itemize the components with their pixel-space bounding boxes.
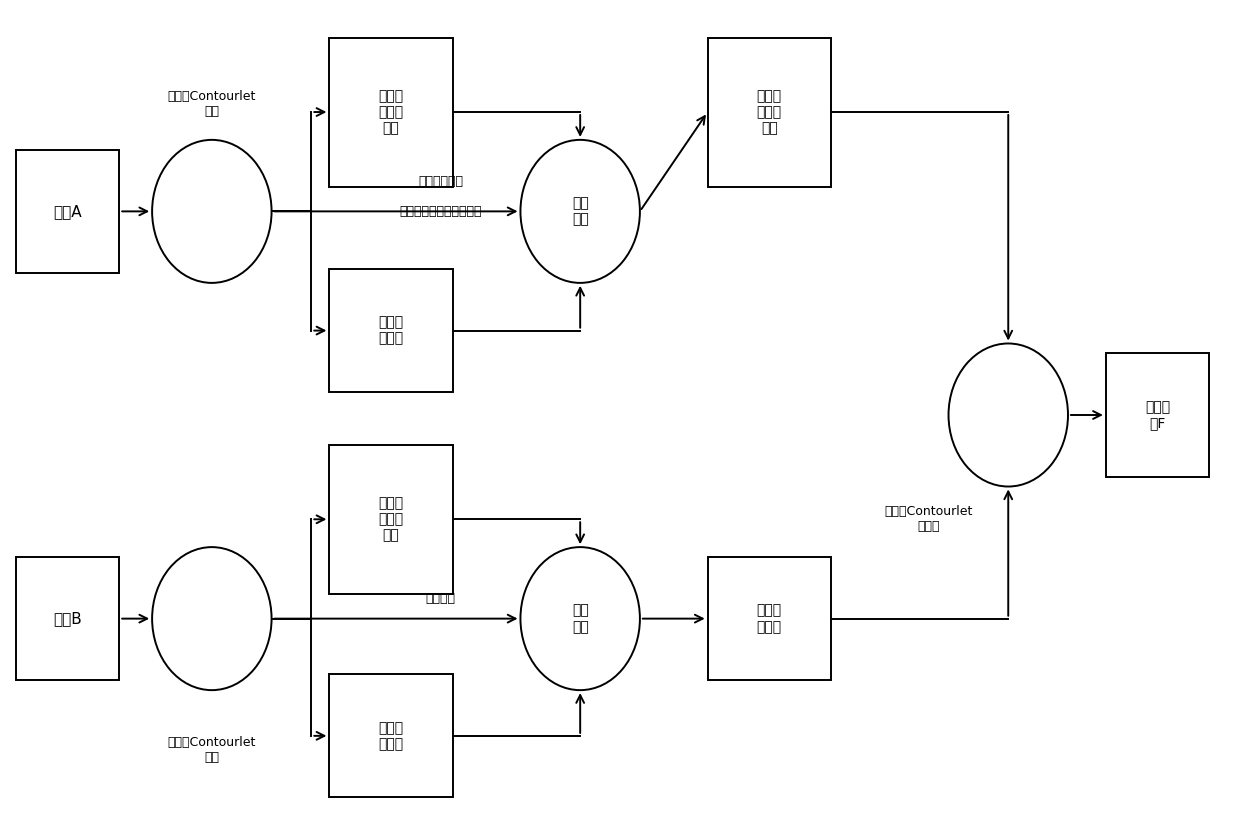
- Text: 成像机理: 成像机理: [425, 593, 456, 605]
- Text: 非采样Contourlet
逆变换: 非采样Contourlet 逆变换: [884, 505, 973, 534]
- FancyBboxPatch shape: [1106, 354, 1209, 476]
- Text: 低频子
带系数: 低频子 带系数: [756, 603, 782, 634]
- Text: 带通方
向子带
系数: 带通方 向子带 系数: [756, 89, 782, 135]
- FancyBboxPatch shape: [330, 674, 453, 798]
- FancyBboxPatch shape: [708, 37, 831, 187]
- Text: 非采样Contourlet
变换: 非采样Contourlet 变换: [167, 735, 255, 764]
- FancyBboxPatch shape: [330, 37, 453, 187]
- Text: 图像B: 图像B: [53, 611, 82, 626]
- Text: 融合
规则: 融合 规则: [572, 603, 589, 634]
- Text: 融合图
像F: 融合图 像F: [1145, 400, 1171, 430]
- Text: 图像A: 图像A: [53, 204, 82, 219]
- FancyBboxPatch shape: [16, 149, 119, 273]
- Text: 带通方
向子带
系数: 带通方 向子带 系数: [378, 496, 403, 543]
- Ellipse shape: [521, 547, 640, 691]
- Text: 低频子
带系数: 低频子 带系数: [378, 720, 403, 751]
- Ellipse shape: [153, 139, 272, 283]
- Ellipse shape: [521, 139, 640, 283]
- FancyBboxPatch shape: [330, 269, 453, 392]
- Text: 融合
规则: 融合 规则: [572, 196, 589, 227]
- Text: 噪声与图像特征分布差异: 噪声与图像特征分布差异: [399, 205, 482, 217]
- FancyBboxPatch shape: [330, 445, 453, 593]
- Text: 非采样Contourlet
变换: 非采样Contourlet 变换: [167, 90, 255, 118]
- Ellipse shape: [153, 547, 272, 691]
- FancyBboxPatch shape: [708, 557, 831, 681]
- Ellipse shape: [949, 344, 1068, 486]
- Text: 低频子
带系数: 低频子 带系数: [378, 315, 403, 345]
- Text: 带通方
向子带
系数: 带通方 向子带 系数: [378, 89, 403, 135]
- FancyBboxPatch shape: [16, 557, 119, 681]
- Text: 人眼视觉特性: 人眼视觉特性: [418, 175, 464, 188]
